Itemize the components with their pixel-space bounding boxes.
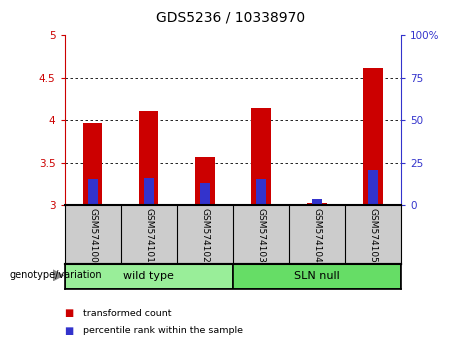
Bar [200, 183, 210, 205]
Bar [251, 108, 271, 205]
Bar [195, 157, 214, 205]
Bar [312, 199, 322, 205]
Polygon shape [53, 269, 65, 281]
Bar [256, 179, 266, 205]
Bar [139, 111, 159, 205]
Text: wild type: wild type [123, 271, 174, 281]
Text: transformed count: transformed count [83, 309, 171, 318]
Bar [368, 171, 378, 205]
Text: SLN null: SLN null [294, 271, 340, 281]
Text: percentile rank within the sample: percentile rank within the sample [83, 326, 243, 336]
Text: GSM574102: GSM574102 [200, 208, 209, 263]
Text: ■: ■ [65, 308, 74, 318]
Text: GSM574105: GSM574105 [368, 208, 378, 263]
Bar [144, 178, 154, 205]
Bar [65, 264, 233, 289]
Text: GSM574100: GSM574100 [88, 208, 97, 263]
Bar [83, 123, 102, 205]
Text: GSM574104: GSM574104 [313, 208, 321, 263]
Text: GSM574101: GSM574101 [144, 208, 153, 263]
Bar [88, 179, 98, 205]
Text: GDS5236 / 10338970: GDS5236 / 10338970 [156, 11, 305, 25]
Text: genotype/variation: genotype/variation [9, 270, 102, 280]
Bar [363, 68, 383, 205]
Text: ■: ■ [65, 326, 74, 336]
Bar [307, 203, 327, 205]
Bar [233, 264, 401, 289]
Text: GSM574103: GSM574103 [256, 208, 266, 263]
